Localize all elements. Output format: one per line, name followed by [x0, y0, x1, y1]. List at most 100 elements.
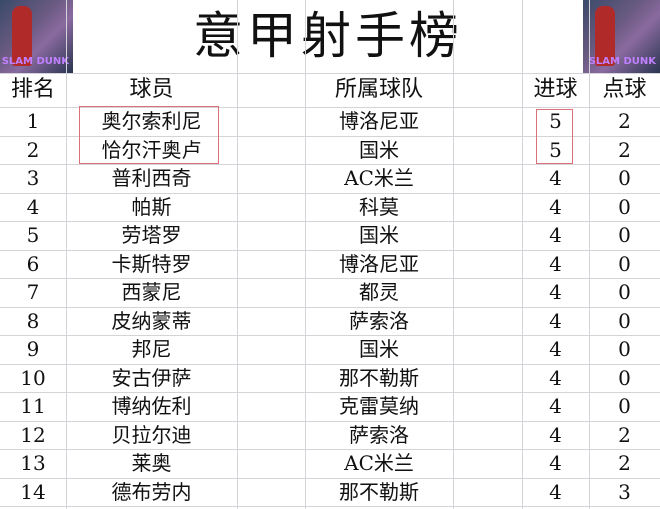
cell-player: 劳塔罗	[121, 223, 182, 247]
grid-line	[0, 478, 660, 479]
cell-goals: 4	[549, 309, 562, 333]
header-goals: 进球	[533, 77, 578, 102]
cell-penalties: 0	[618, 394, 631, 418]
cell-penalties: 0	[618, 252, 631, 276]
cell-rank: 6	[26, 252, 40, 276]
cell-penalties: 2	[618, 109, 631, 133]
cell-player: 奥尔索利尼	[101, 109, 202, 133]
cell-player: 普利西奇	[111, 166, 192, 190]
cell-penalties: 0	[618, 195, 631, 219]
cell-penalties: 0	[618, 337, 631, 361]
grid-line	[0, 73, 660, 74]
cell-team: 国米	[359, 138, 399, 162]
cell-team: AC米兰	[344, 451, 414, 475]
cell-rank: 12	[20, 423, 46, 447]
grid-line	[453, 0, 454, 509]
cell-player: 西蒙尼	[121, 280, 182, 304]
cell-rank: 14	[20, 480, 46, 504]
cell-rank: 8	[26, 309, 40, 333]
highlight-box-goals	[536, 109, 573, 164]
cell-penalties: 0	[618, 166, 631, 190]
cell-team: 国米	[359, 337, 399, 361]
cell-rank: 3	[26, 166, 40, 190]
cell-goals: 4	[549, 337, 562, 361]
grid-line	[522, 0, 523, 509]
cell-player: 邦尼	[131, 337, 172, 361]
grid-line	[66, 0, 67, 509]
corner-image-left: SLAM DUNK	[0, 0, 73, 73]
cell-team: 那不勒斯	[339, 480, 419, 504]
grid-line	[0, 307, 660, 308]
highlight-box-players	[79, 106, 219, 164]
grid-line	[0, 164, 660, 165]
cell-penalties: 3	[618, 480, 631, 504]
cell-team: 萨索洛	[349, 423, 409, 447]
header-rank: 排名	[10, 77, 55, 102]
cell-goals: 4	[549, 280, 562, 304]
header-penalties: 点球	[602, 77, 647, 102]
cell-penalties: 0	[618, 309, 631, 333]
grid-line	[0, 136, 660, 137]
cell-rank: 2	[26, 138, 40, 162]
grid-line	[0, 107, 660, 108]
cell-goals: 4	[549, 252, 562, 276]
cell-penalties: 2	[618, 451, 631, 475]
grid-line	[0, 250, 660, 251]
header-player: 球员	[129, 77, 174, 102]
cell-player: 皮纳蒙蒂	[111, 309, 192, 333]
cell-player: 恰尔汗奥卢	[101, 138, 202, 162]
grid-line	[305, 0, 306, 509]
cell-player: 贝拉尔迪	[111, 423, 192, 447]
grid-line	[0, 335, 660, 336]
cell-penalties: 2	[618, 138, 631, 162]
cell-team: 都灵	[359, 280, 399, 304]
cell-rank: 1	[26, 109, 40, 133]
cell-penalties: 0	[618, 223, 631, 247]
cell-rank: 5	[26, 223, 40, 247]
cell-goals: 4	[549, 166, 562, 190]
cell-goals: 4	[549, 480, 562, 504]
cell-team: AC米兰	[344, 166, 414, 190]
cell-player: 莱奥	[131, 451, 172, 475]
cell-rank: 9	[26, 337, 40, 361]
grid-line	[0, 221, 660, 222]
cell-player: 博纳佐利	[111, 394, 192, 418]
cell-team: 科莫	[359, 195, 399, 219]
cell-goals: 5	[549, 138, 562, 162]
cell-goals: 4	[549, 223, 562, 247]
cell-team: 克雷莫纳	[339, 394, 419, 418]
cell-player: 安古伊萨	[111, 366, 192, 390]
cell-goals: 5	[549, 109, 562, 133]
grid-line	[0, 449, 660, 450]
cell-goals: 4	[549, 451, 562, 475]
grid-line	[0, 278, 660, 279]
cell-penalties: 0	[618, 280, 631, 304]
cell-player: 德布劳内	[111, 480, 192, 504]
cell-team: 国米	[359, 223, 399, 247]
cell-rank: 10	[20, 366, 46, 390]
cell-goals: 4	[549, 366, 562, 390]
cell-team: 博洛尼亚	[339, 109, 419, 133]
cell-rank: 13	[20, 451, 46, 475]
cell-goals: 4	[549, 394, 562, 418]
cell-team: 萨索洛	[349, 309, 409, 333]
grid-line	[0, 392, 660, 393]
grid-line	[237, 0, 238, 509]
cell-rank: 11	[20, 394, 46, 418]
header-team: 所属球队	[334, 77, 423, 102]
cell-penalties: 2	[618, 423, 631, 447]
cell-goals: 4	[549, 195, 562, 219]
cell-penalties: 0	[618, 366, 631, 390]
page-title: 意甲射手榜	[193, 7, 463, 65]
cell-player: 帕斯	[131, 195, 172, 219]
cell-team: 博洛尼亚	[339, 252, 419, 276]
corner-image-right: SLAM DUNK	[583, 0, 660, 73]
grid-line	[0, 364, 660, 365]
grid-line	[0, 193, 660, 194]
cell-team: 那不勒斯	[339, 366, 419, 390]
grid-line	[0, 421, 660, 422]
cell-player: 卡斯特罗	[111, 252, 192, 276]
cell-rank: 7	[26, 280, 40, 304]
grid-line	[589, 0, 590, 509]
